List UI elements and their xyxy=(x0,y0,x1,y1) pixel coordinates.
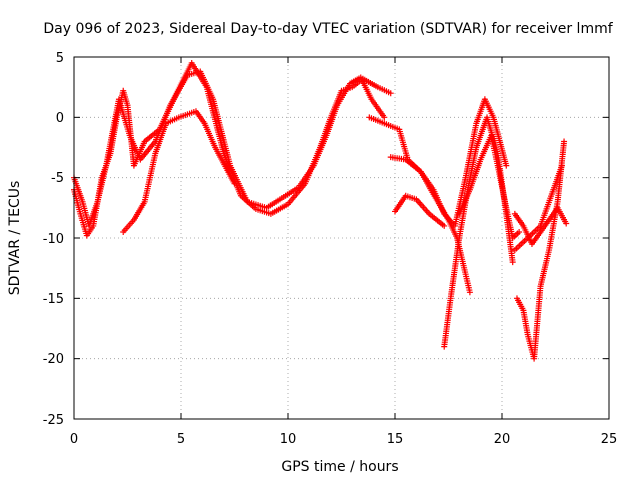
data-point xyxy=(381,114,388,121)
x-tick-labels: 0 5 10 15 20 25 xyxy=(70,432,617,447)
x-tick-label: 0 xyxy=(70,432,78,447)
x-tick-label: 25 xyxy=(601,432,618,447)
data-point xyxy=(503,162,510,169)
data-point xyxy=(516,228,523,235)
data-point xyxy=(441,222,448,229)
ticks xyxy=(73,56,610,420)
x-tick-label: 15 xyxy=(387,432,404,447)
chart-title: Day 096 of 2023, Sidereal Day-to-day VTE… xyxy=(43,21,613,37)
y-tick-label: -25 xyxy=(43,413,64,428)
y-tick-label: -20 xyxy=(43,352,64,367)
y-tick-label: -10 xyxy=(43,232,64,247)
x-axis-label: GPS time / hours xyxy=(281,459,398,475)
data-point xyxy=(563,220,570,227)
x-tick-label: 20 xyxy=(494,432,511,447)
data-point xyxy=(387,90,394,97)
y-tick-labels: 5 0 -5 -10 -15 -20 -25 xyxy=(43,51,64,428)
data-point xyxy=(558,162,565,169)
series-trace-c xyxy=(120,108,238,235)
x-tick-label: 5 xyxy=(177,432,185,447)
y-tick-label: -5 xyxy=(51,171,64,186)
data-points xyxy=(71,60,570,362)
data-point xyxy=(466,289,473,296)
series-trace-d xyxy=(366,96,510,229)
data-point xyxy=(231,180,238,187)
data-point xyxy=(509,259,516,266)
series-trace-b xyxy=(71,68,388,229)
series-trace-h xyxy=(456,132,523,241)
series-trace-i xyxy=(513,138,568,362)
series-trace-f xyxy=(392,192,448,229)
x-tick-label: 10 xyxy=(280,432,297,447)
y-tick-label: 5 xyxy=(56,51,64,66)
y-axis-label: SDTVAR / TECUs xyxy=(7,181,23,296)
y-tick-label: 0 xyxy=(56,111,64,126)
y-tick-label: -15 xyxy=(43,292,64,307)
series-trace-e xyxy=(387,154,473,296)
data-point xyxy=(561,138,568,145)
series-trace-a xyxy=(71,60,394,239)
series-trace-k xyxy=(511,162,565,254)
